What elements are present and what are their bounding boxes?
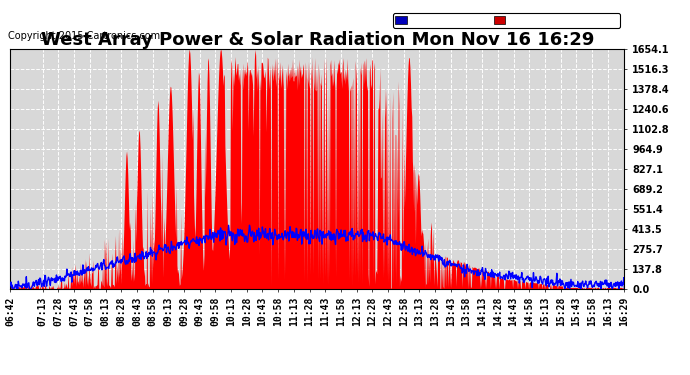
Legend: Radiation (w/m2), West Array (DC Watts): Radiation (w/m2), West Array (DC Watts) xyxy=(393,13,620,28)
Title: West Array Power & Solar Radiation Mon Nov 16 16:29: West Array Power & Solar Radiation Mon N… xyxy=(41,31,594,49)
Text: Copyright 2015 Cartronics.com: Copyright 2015 Cartronics.com xyxy=(8,32,160,41)
